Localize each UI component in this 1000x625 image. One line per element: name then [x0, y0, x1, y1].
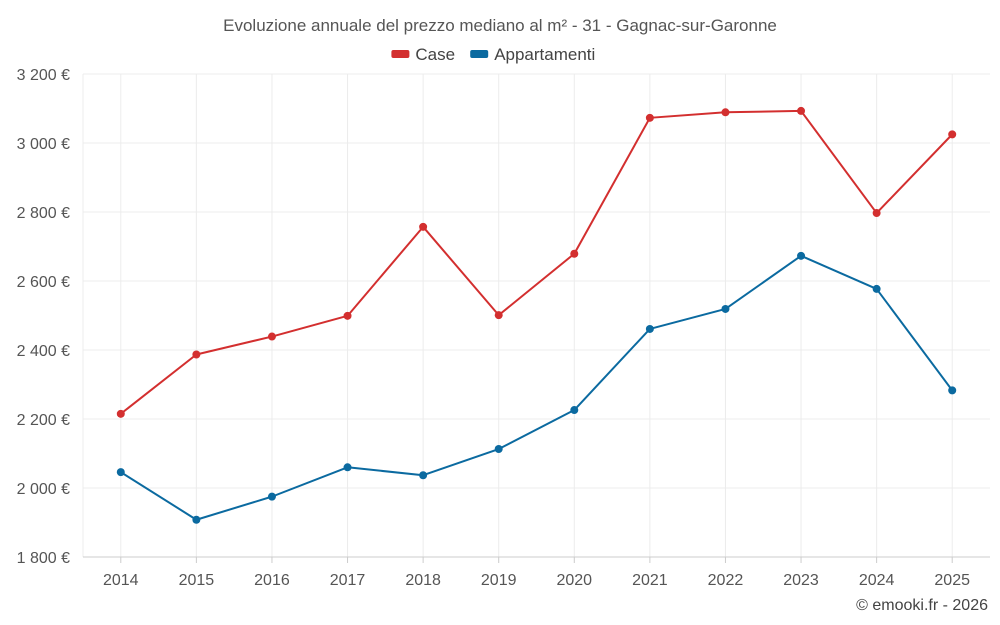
series-layer [116, 106, 957, 524]
data-point[interactable] [116, 409, 125, 418]
x-tick-label: 2014 [103, 572, 139, 589]
data-point[interactable] [797, 251, 806, 260]
data-point[interactable] [721, 304, 730, 313]
data-point[interactable] [721, 108, 730, 117]
data-point[interactable] [872, 209, 881, 218]
data-point[interactable] [343, 463, 352, 472]
y-tick-label: 2 200 € [17, 412, 70, 429]
data-point[interactable] [570, 249, 579, 258]
x-tick-label: 2015 [179, 572, 215, 589]
x-tick-label: 2024 [859, 572, 895, 589]
y-tick-label: 2 400 € [17, 343, 70, 360]
data-point[interactable] [192, 515, 201, 524]
data-point[interactable] [948, 130, 957, 139]
y-tick-label: 3 000 € [17, 136, 70, 153]
series-appartamenti [116, 251, 957, 524]
data-point[interactable] [419, 471, 428, 480]
x-tick-label: 2025 [934, 572, 970, 589]
data-point[interactable] [419, 222, 428, 231]
legend: Case Appartamenti [391, 45, 595, 64]
data-point[interactable] [645, 113, 654, 122]
y-tick-label: 1 800 € [17, 550, 70, 567]
y-tick-label: 2 600 € [17, 274, 70, 291]
series-line [120, 109, 953, 415]
legend-swatch [470, 50, 489, 58]
x-tick-label: 2016 [254, 572, 290, 589]
data-point[interactable] [116, 468, 125, 477]
legend-label: Case [415, 45, 455, 64]
x-tick-label: 2022 [708, 572, 744, 589]
data-point[interactable] [267, 332, 276, 341]
data-point[interactable] [797, 106, 806, 115]
data-point[interactable] [267, 492, 276, 501]
x-tick-label: 2020 [556, 572, 592, 589]
legend-item-case[interactable]: Case [391, 45, 455, 64]
data-point[interactable] [570, 406, 579, 415]
series-line [120, 254, 954, 521]
data-point[interactable] [645, 324, 654, 333]
y-tick-label: 3 200 € [17, 67, 70, 84]
credit-label: © emooki.fr - 2026 [856, 597, 988, 614]
legend-item-appartamenti[interactable]: Appartamenti [470, 45, 595, 64]
series-case [116, 106, 957, 418]
data-point[interactable] [494, 445, 503, 454]
data-point[interactable] [872, 284, 881, 293]
data-point[interactable] [948, 386, 957, 395]
x-tick-label: 2021 [632, 572, 668, 589]
x-tick-label: 2023 [783, 572, 819, 589]
data-point[interactable] [343, 311, 352, 320]
x-tick-label: 2019 [481, 572, 517, 589]
data-point[interactable] [494, 311, 503, 320]
x-tick-label: 2018 [405, 572, 441, 589]
legend-swatch [391, 50, 410, 58]
data-point[interactable] [192, 350, 201, 359]
y-tick-label: 2 800 € [17, 205, 70, 222]
grid-lines [83, 73, 990, 557]
axes: 1 800 € 2 000 € 2 200 € 2 400 € 2 600 € 2 800… [17, 67, 990, 589]
legend-label: Appartamenti [494, 45, 595, 64]
y-tick-label: 2 000 € [17, 481, 70, 498]
x-tick-label: 2017 [330, 572, 366, 589]
chart-title: Evoluzione annuale del prezzo mediano al… [223, 16, 777, 35]
